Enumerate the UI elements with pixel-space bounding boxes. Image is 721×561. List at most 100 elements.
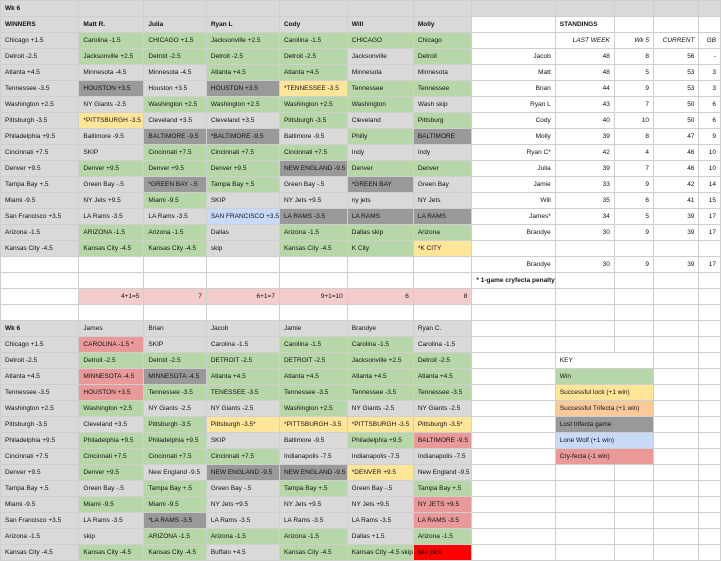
pick-cell[interactable]: Tennessee -3.5 xyxy=(143,384,207,401)
cell[interactable] xyxy=(554,240,615,257)
pick-cell[interactable]: Minnesota -4.5 xyxy=(78,64,145,81)
pick-cell[interactable]: LA Rams -3.5 xyxy=(346,512,414,529)
cell[interactable] xyxy=(613,336,655,353)
cell[interactable] xyxy=(471,320,556,337)
standings-value[interactable]: 53 xyxy=(653,64,700,81)
pick-cell[interactable]: LA RAMS xyxy=(412,208,473,225)
pick-cell[interactable]: CHICAGO xyxy=(346,32,414,49)
pick-cell[interactable]: Denver xyxy=(346,160,414,177)
standings-name[interactable]: Ryan L xyxy=(471,96,556,113)
cell[interactable] xyxy=(653,272,700,289)
pick-cell[interactable]: San Francisco +3.5 xyxy=(0,512,80,529)
standings-value[interactable]: 46 xyxy=(653,160,700,177)
cell[interactable] xyxy=(653,416,700,433)
cell[interactable] xyxy=(471,288,556,305)
standings-value[interactable]: 6 xyxy=(698,96,721,113)
pick-cell[interactable]: Detroit -2.5 xyxy=(78,352,145,369)
pick-cell[interactable]: CAROLINA -1.5 * xyxy=(78,336,145,353)
pick-cell[interactable]: *GREEN BAY -.5 xyxy=(143,176,207,193)
cell[interactable] xyxy=(554,464,615,481)
key-item[interactable]: Lost trifecta game xyxy=(554,416,655,433)
pick-cell[interactable]: SAN FRANCISCO +3.5 xyxy=(205,208,280,225)
cell[interactable] xyxy=(471,528,556,545)
cell[interactable] xyxy=(653,320,700,337)
standings-name[interactable]: Will xyxy=(471,192,556,209)
total-cell[interactable]: 6+1=7 xyxy=(205,288,280,305)
header2-6[interactable]: Ryan C. xyxy=(412,320,473,337)
pick-cell[interactable]: Kansas City -4.5 xyxy=(78,240,145,257)
pick-cell[interactable]: Detroit -2.5 xyxy=(0,352,80,369)
key-item[interactable]: Successful lock (+1 win) xyxy=(554,384,655,401)
cell[interactable] xyxy=(613,304,655,321)
pick-cell[interactable]: Chicago +1.5 xyxy=(0,336,80,353)
cell[interactable] xyxy=(554,272,615,289)
cell[interactable] xyxy=(554,288,615,305)
cell[interactable] xyxy=(554,336,615,353)
pick-cell[interactable]: Miami -9.5 xyxy=(0,192,80,209)
pick-cell[interactable]: Tennessee xyxy=(412,80,473,97)
cell[interactable] xyxy=(554,0,615,17)
standings-name[interactable]: Ryan C* xyxy=(471,144,556,161)
standings-value[interactable]: 4 xyxy=(613,144,655,161)
pick-cell[interactable]: Denver +9.5 xyxy=(78,160,145,177)
header-1[interactable]: Matt R. xyxy=(78,16,145,33)
pick-cell[interactable]: Washington +2.5 xyxy=(0,400,80,417)
pick-cell[interactable]: Jacksonville +2.5 xyxy=(346,352,414,369)
cell[interactable] xyxy=(205,272,280,289)
key-item[interactable]: Win xyxy=(554,368,655,385)
pick-cell[interactable]: Cincinnati +7.5 xyxy=(143,144,207,161)
cell[interactable] xyxy=(205,304,280,321)
pick-cell[interactable]: Kansas City -4.5 xyxy=(278,544,348,561)
pick-cell[interactable]: ny jets xyxy=(346,192,414,209)
cell[interactable] xyxy=(698,272,721,289)
pick-cell[interactable]: Baltimore -9.5 xyxy=(78,128,145,145)
cell[interactable] xyxy=(698,448,721,465)
cell[interactable] xyxy=(78,256,145,273)
pick-cell[interactable]: Philadelphia +9.5 xyxy=(143,432,207,449)
pick-cell[interactable]: Indianapolis -7.5 xyxy=(412,448,473,465)
pick-cell[interactable]: Tennessee -3.5 xyxy=(346,384,414,401)
standings-value[interactable]: 9 xyxy=(613,80,655,97)
pick-cell[interactable]: Detroit -2.5 xyxy=(205,48,280,65)
pick-cell[interactable]: Carolina -1.5 xyxy=(412,336,473,353)
cell[interactable] xyxy=(698,240,721,257)
pick-cell[interactable]: Detroit -2.5 xyxy=(143,48,207,65)
pick-cell[interactable]: *PITTSBURGH -3.5 xyxy=(78,112,145,129)
standings-value[interactable]: 9 xyxy=(613,176,655,193)
cell[interactable] xyxy=(471,496,556,513)
header2-0[interactable]: Wk 6 xyxy=(0,320,80,337)
cell[interactable] xyxy=(613,272,655,289)
cell[interactable] xyxy=(78,304,145,321)
standings-value[interactable]: 42 xyxy=(554,144,615,161)
cell[interactable] xyxy=(653,16,700,33)
standings-value[interactable]: 3 xyxy=(698,80,721,97)
cell[interactable] xyxy=(698,288,721,305)
cell[interactable] xyxy=(554,480,615,497)
cell[interactable] xyxy=(554,320,615,337)
pick-cell[interactable]: Green Bay -.5 xyxy=(205,480,280,497)
pick-cell[interactable]: Arizona -1.5 xyxy=(278,528,348,545)
pick-cell[interactable]: Wash skip xyxy=(412,96,473,113)
pick-cell[interactable]: LA Rams -3.5 xyxy=(78,208,145,225)
pick-cell[interactable]: Cincinnati +7.5 xyxy=(0,144,80,161)
cell[interactable] xyxy=(471,544,556,561)
pick-cell[interactable]: Baltimore -9.5 xyxy=(278,128,348,145)
pick-cell[interactable]: Arizona -1.5 xyxy=(278,224,348,241)
cell[interactable] xyxy=(698,336,721,353)
pick-cell[interactable]: Tennessee -3.5 xyxy=(278,384,348,401)
cell[interactable] xyxy=(613,496,655,513)
cell[interactable] xyxy=(143,256,207,273)
cell[interactable] xyxy=(346,0,414,17)
pick-cell[interactable]: Detroit -2.5 xyxy=(0,48,80,65)
header2-5[interactable]: Brandye xyxy=(346,320,414,337)
standings-value[interactable]: 8 xyxy=(613,128,655,145)
pick-cell[interactable]: SKIP xyxy=(78,144,145,161)
pick-cell[interactable]: BALTIMORE -9.5 xyxy=(412,432,473,449)
cell[interactable] xyxy=(143,272,207,289)
pick-cell[interactable]: Dallas +1.5 xyxy=(346,528,414,545)
pick-cell[interactable]: Kansas City -4.5 xyxy=(0,544,80,561)
header-6[interactable]: Molly xyxy=(412,16,473,33)
cell[interactable] xyxy=(78,0,145,17)
pick-cell[interactable]: LA Rams -3.5 xyxy=(278,512,348,529)
standings-value[interactable]: 10 xyxy=(613,112,655,129)
